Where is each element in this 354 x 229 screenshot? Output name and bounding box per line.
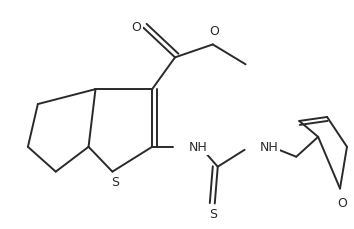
Text: O: O <box>209 25 219 38</box>
Text: NH: NH <box>259 141 278 154</box>
Text: O: O <box>131 21 141 34</box>
Text: NH: NH <box>189 141 208 154</box>
Text: S: S <box>112 175 119 188</box>
Text: O: O <box>337 197 347 210</box>
Text: S: S <box>209 207 217 220</box>
